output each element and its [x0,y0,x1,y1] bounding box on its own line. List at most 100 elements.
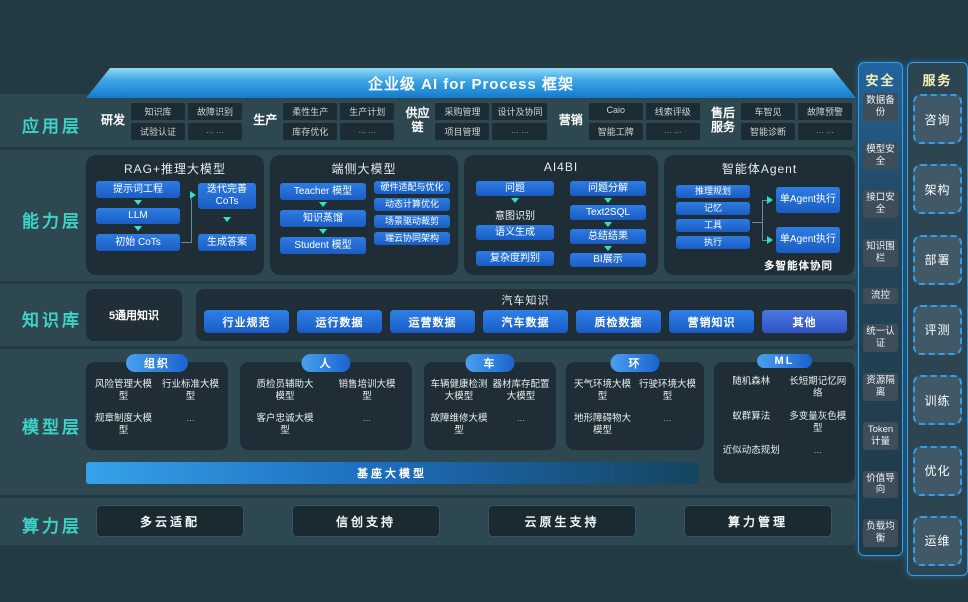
model-group-ml: ML 随机森林 长短期记忆网络 蚁群算法 多变量灰色模型 近似动态规划... [714,354,855,483]
knowledge-pill: 运行数据 [297,310,382,333]
knowledge-pill: 其他 [762,310,847,333]
compute-box: 云原生支持 [488,505,636,537]
security-item: Token计量 [863,421,898,450]
ai4bi-box-title: AI4BI [543,160,579,174]
agent-capability-stack: 推理规划 记忆 工具 执行 [676,185,750,249]
security-item: 接口安全 [863,190,898,219]
connector-line [181,242,192,243]
model-item: 蚁群算法 [732,410,771,422]
group-pill: 人 [301,354,351,372]
connector-line [762,200,768,201]
app-cell: 采购管理 [435,102,490,120]
base-foundation-model-bar: 基座大模型 [86,462,698,484]
connector-line [762,200,763,240]
model-item: 客户忠诚大模型 [256,412,314,437]
app-section-rd: 研发 知识库 故障识别 试验认证... ... [100,102,242,140]
agent-box-title: 智能体Agent [721,162,798,176]
agent-node-single-exec-2: 单Agent执行 [776,227,840,253]
arrow-down-icon [134,226,142,231]
group-pill: 环 [610,354,660,372]
label-model-layer: 模型层 [22,418,82,437]
connector-line [752,222,762,223]
rag-node-llm: LLM [96,208,180,224]
arrow-right-icon [767,196,773,204]
model-item: 随机森林 [732,376,771,387]
group-items: 天气环境大模型 行驶环境大模型 地形障碍物大模型... [566,362,704,437]
arrow-down-icon [604,246,612,251]
knowledge-pill: 质检数据 [576,310,661,333]
arrow-right-icon [767,236,773,244]
group-pill: 组织 [126,354,188,372]
app-section-cells: 知识库 故障识别 试验认证... ... [131,102,242,140]
ai4bi-node-display: BI展示 [570,253,646,267]
connector-line [762,240,768,241]
app-cell: 故障预警 [797,102,852,120]
framework-banner: 企业级 AI for Process 框架 [86,68,856,98]
arrow-right-icon [190,191,196,199]
model-item: 风险管理大模型 [94,379,152,403]
agent-box: 智能体Agent 推理规划 记忆 工具 执行 单Agent执行 单Agent执行 多智… [664,155,855,275]
app-section-cells: Caio 线索评级 智能工牌... ... [588,102,700,140]
model-item: 行业标准大模型 [161,379,219,403]
model-item: 近似动态规划 [722,445,780,457]
service-item: 咨询 [913,94,962,144]
service-items: 咨询 架构 部署 评测 训练 优化 运维 [908,92,967,575]
edge-stack-node: 动态计算优化 [374,198,450,211]
model-item: 长短期记忆网络 [789,376,847,400]
service-item: 架构 [913,164,962,215]
model-item: 天气环境大模型 [573,379,631,403]
agent-stack-node: 记忆 [676,202,750,215]
rag-node-iter-cots: 迭代完善CoTs [198,183,256,209]
security-panel: 安全 数据备份 模型安全 接口安全 知识围栏 流控 统一认证 资源隔离 Token计量 价值导向… [858,62,903,556]
security-item: 模型安全 [863,141,898,170]
app-cell: 线索评级 [645,102,700,120]
ai4bi-box: AI4BI 问题 意图识别 语义生成 复杂度判别 问题分解 Text2SQL 总… [464,155,658,275]
app-cell: 柔性生产 [283,102,338,120]
model-item: ... [186,412,195,424]
rag-node-init-cots: 初始 CoTs [96,234,180,251]
group-items: 随机森林 长短期记忆网络 蚁群算法 多变量灰色模型 近似动态规划... [714,362,855,458]
knowledge-pill: 汽车数据 [483,310,568,333]
edge-stack-node: 硬件适配与优化 [374,181,450,194]
service-panel: 服务 咨询 架构 部署 评测 训练 优化 运维 [907,62,968,576]
app-section-label: 生产 [253,113,278,128]
app-cell: 生产计划 [340,102,395,120]
model-item: 规章制度大模型 [94,412,152,437]
edge-model-box: 端侧大模型 Teacher 模型 知识蒸馏 Student 模型 硬件适配与优化… [270,155,458,275]
security-item: 价值导向 [863,470,898,499]
app-cell: 知识库 [131,102,185,120]
model-item: ... [663,412,672,424]
security-panel-title: 安全 [865,73,896,88]
app-cell: 项目管理 [435,122,490,140]
model-item: 故障维修大模型 [430,412,488,437]
group-pill: 车 [465,354,515,372]
app-cell: Caio [588,102,643,120]
app-cell: ... ... [340,122,395,140]
security-item: 资源隔离 [863,373,898,401]
arrow-down-icon [511,198,519,203]
model-item: 质检员辅助大模型 [256,379,314,403]
app-section-label: 供应链 [405,106,430,134]
app-section-production: 生产 柔性生产 生产计划 库存优化... ... [252,102,395,140]
label-application-layer: 应用层 [22,117,82,136]
group-items: 风险管理大模型 行业标准大模型 规章制度大模型... [86,362,228,437]
arrow-down-icon [223,217,231,222]
rag-reasoning-box: RAG+推理大模型 提示词工程 LLM 初始 CoTs 迭代完善CoTs 生成答… [86,155,264,275]
rag-node-prompt: 提示词工程 [96,181,180,198]
app-section-marketing: 营销 Caio 线索评级 智能工牌... ... [558,102,700,140]
rag-node-answer: 生成答案 [198,234,256,251]
app-section-supply-chain: 供应链 采购管理 设计及协同 项目管理... ... [404,102,548,140]
model-item: 地形障碍物大模型 [573,412,631,437]
security-items: 数据备份 模型安全 接口安全 知识围栏 流控 统一认证 资源隔离 Token计量 价值导向 负载均… [859,92,902,555]
ai4bi-node-question: 问题 [476,181,554,196]
automotive-knowledge-title: 汽车知识 [501,295,550,307]
framework-title: 企业级 AI for Process 框架 [367,75,575,93]
app-section-label: 营销 [558,113,583,128]
model-item: ... [517,412,525,424]
knowledge-pill-row: 行业规范 运行数据 运营数据 汽车数据 质检数据 营销知识 其他 [204,310,847,333]
edge-stack-node: 端云协同架构 [374,232,450,245]
agent-node-single-exec-1: 单Agent执行 [776,187,840,213]
model-group-vehicle: 车 车辆健康检测大模型 器材库存配置大模型 故障维修大模型... [424,354,556,450]
security-item: 统一认证 [863,324,898,353]
app-section-cells: 车智见 故障预警 智能诊断... ... [740,102,852,140]
